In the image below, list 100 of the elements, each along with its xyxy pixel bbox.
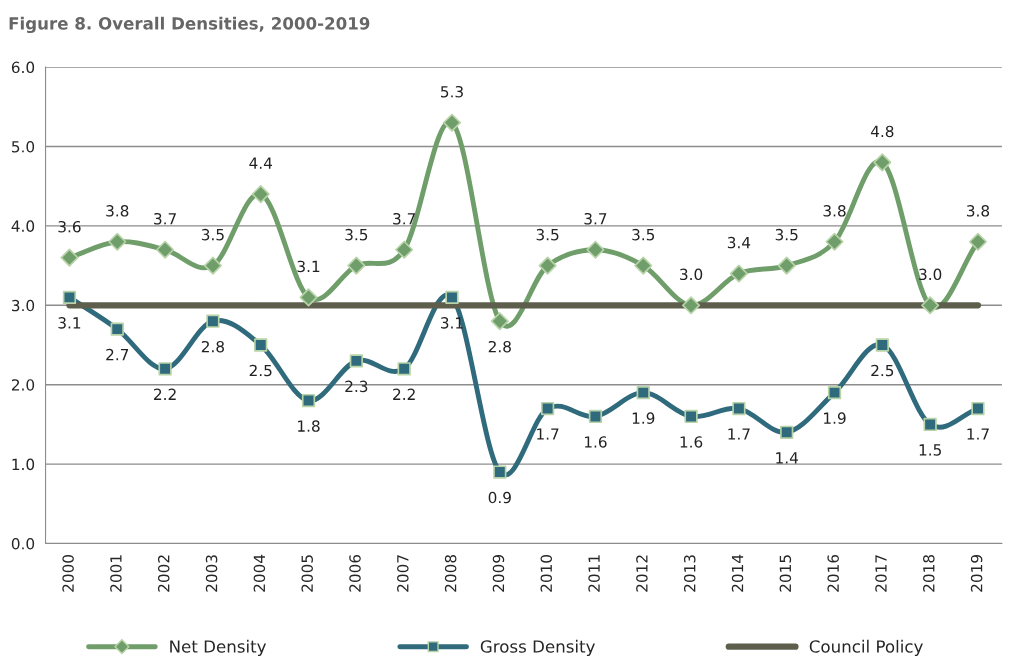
data-label: 2.2: [154, 388, 176, 400]
y-tick-label: 6.0: [11, 61, 35, 74]
point: [875, 338, 889, 352]
point: [538, 256, 557, 275]
x-tick-label: 2002: [157, 555, 170, 592]
point: [682, 296, 701, 315]
y-tick-label: 2.0: [11, 379, 35, 391]
point: [684, 409, 698, 424]
y-tick-label: 0.0: [11, 537, 35, 550]
data-label: 3.0: [919, 268, 942, 281]
point: [493, 465, 507, 479]
point: [299, 288, 318, 307]
data-label: 2.2: [393, 388, 415, 400]
data-label: 3.5: [536, 228, 559, 241]
data-label: 2.5: [249, 364, 272, 377]
data-label: 1.7: [967, 428, 989, 440]
data-label: 3.5: [201, 228, 224, 241]
point: [397, 362, 411, 376]
data-label: 1.9: [632, 412, 655, 424]
y-tick-label: 4.0: [11, 220, 35, 232]
data-label: 3.8: [106, 205, 129, 217]
data-label: 2.3: [345, 380, 368, 393]
point: [634, 256, 653, 275]
data-label: 3.0: [680, 268, 703, 281]
y-tick-label: 3.0: [11, 299, 35, 312]
data-label: 3.5: [775, 228, 798, 241]
point: [729, 264, 748, 283]
data-label: 5.3: [441, 85, 463, 98]
point: [971, 401, 985, 416]
point: [110, 322, 124, 336]
x-tick-label: 2000: [62, 554, 74, 592]
point: [301, 393, 316, 408]
x-tick-label: 2003: [205, 555, 218, 592]
data-label: 1.7: [537, 428, 559, 440]
legend-label: Net Density: [170, 639, 267, 656]
data-label: 4.8: [870, 125, 894, 138]
x-tick-label: 2018: [923, 554, 935, 592]
data-label: 3.4: [727, 236, 751, 249]
legend-label: Gross Density: [480, 639, 595, 656]
data-label: 1.5: [919, 444, 941, 456]
data-label: 3.5: [345, 228, 368, 241]
data-label: 2.7: [106, 348, 129, 361]
point: [923, 417, 937, 432]
point: [108, 232, 127, 251]
data-label: 0.9: [488, 491, 511, 504]
point: [827, 386, 842, 400]
x-tick-label: 2011: [588, 555, 600, 592]
data-label: 1.6: [584, 436, 607, 448]
data-label: 3.7: [584, 212, 607, 225]
point: [203, 256, 222, 275]
data-label: 3.8: [966, 205, 990, 217]
point: [968, 232, 988, 251]
data-label: 2.5: [871, 364, 894, 377]
x-tick-label: 2012: [636, 555, 648, 592]
data-label: 3.1: [297, 260, 320, 273]
point: [349, 354, 363, 368]
point: [254, 338, 268, 352]
point: [586, 240, 605, 259]
point: [206, 314, 220, 328]
y-tick-label: 1.0: [12, 458, 35, 471]
data-label: 3.8: [823, 205, 846, 217]
point: [588, 409, 603, 424]
point: [445, 290, 459, 305]
point: [873, 153, 892, 172]
data-label: 1.7: [728, 428, 750, 440]
chart-title: Figure 8. Overall Densities, 2000-2019: [9, 16, 370, 34]
point: [636, 386, 650, 400]
data-label: 3.1: [58, 317, 81, 329]
point: [442, 113, 462, 132]
x-tick-label: 2009: [492, 555, 505, 592]
point: [395, 240, 414, 259]
data-label: 3.6: [58, 220, 81, 233]
point: [921, 296, 940, 315]
point: [777, 256, 796, 275]
x-tick-label: 2007: [397, 555, 409, 592]
x-tick-label: 2001: [110, 555, 122, 592]
x-tick-label: 2005: [301, 555, 313, 592]
point: [825, 232, 844, 251]
point: [490, 312, 509, 331]
data-label: 3.7: [154, 212, 176, 225]
point: [780, 425, 794, 439]
data-label: 1.8: [298, 420, 320, 432]
data-label: 1.4: [776, 452, 798, 464]
data-label: 2.8: [201, 340, 224, 353]
point: [347, 256, 366, 275]
data-label: 3.5: [632, 228, 655, 241]
point: [62, 290, 77, 305]
point: [156, 240, 175, 259]
x-tick-label: 2016: [827, 554, 839, 592]
x-tick-label: 2017: [875, 555, 887, 592]
data-label: 2.8: [488, 340, 511, 353]
point: [158, 362, 172, 376]
x-tick-label: 2015: [779, 555, 792, 592]
point: [251, 185, 270, 204]
y-tick-label: 5.0: [12, 140, 35, 153]
x-tick-label: 2010: [540, 554, 553, 592]
data-label: 1.9: [824, 412, 846, 424]
legend-label: Council Policy: [809, 639, 923, 656]
x-tick-label: 2004: [253, 554, 266, 592]
data-label: 4.4: [249, 157, 273, 169]
